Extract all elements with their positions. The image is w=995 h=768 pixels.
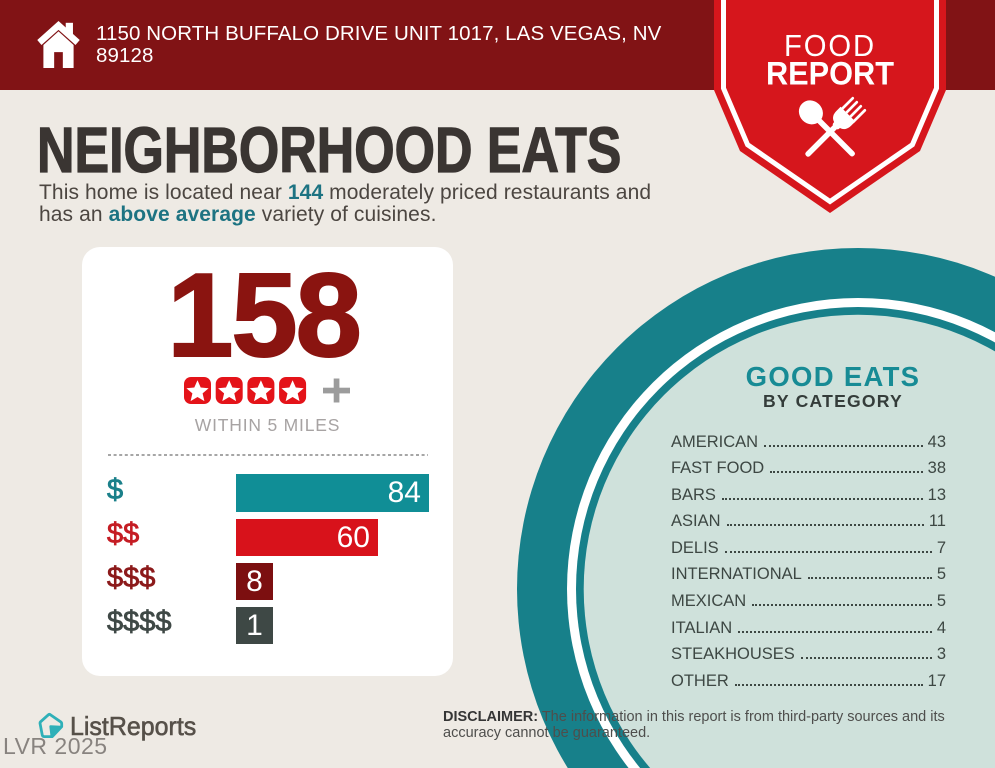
svg-text:FOOD: FOOD <box>784 28 876 63</box>
svg-text:REPORT: REPORT <box>766 56 894 92</box>
